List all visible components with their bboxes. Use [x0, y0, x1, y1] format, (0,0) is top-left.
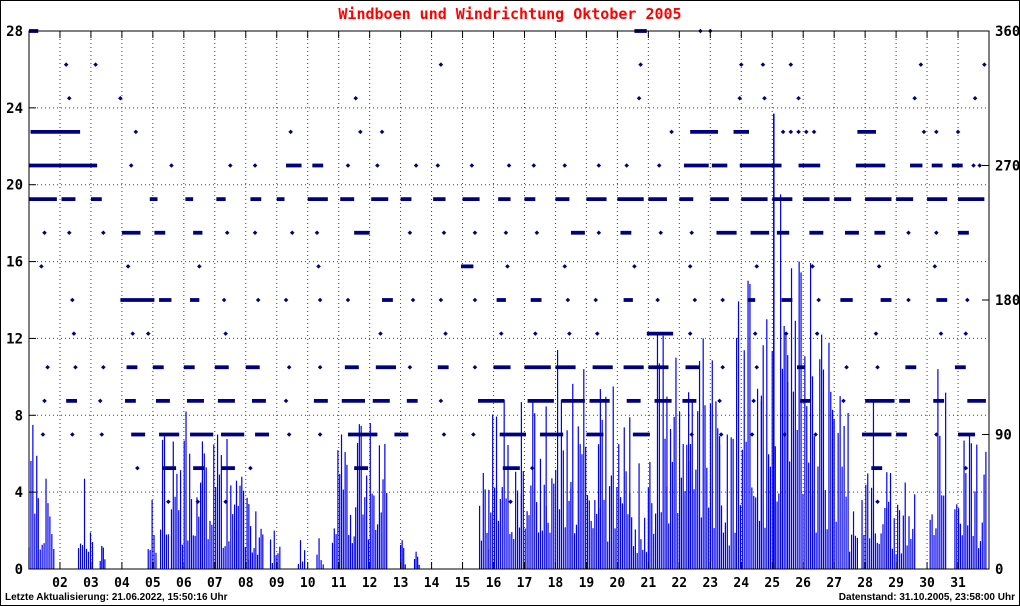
x-tick-label: 28 — [857, 576, 873, 591]
data-timestamp-text: Datenstand: 31.10.2005, 23:58:00 Uhr — [838, 592, 1015, 603]
y-left-tick-label: 12 — [6, 331, 23, 347]
x-tick-label: 29 — [888, 576, 904, 591]
x-tick-label: 13 — [393, 576, 409, 591]
x-tick-label: 10 — [300, 576, 316, 591]
x-tick-label: 23 — [702, 576, 718, 591]
y-left-tick-label: 20 — [6, 178, 23, 194]
x-tick-label: 16 — [486, 576, 502, 591]
x-tick-label: 30 — [919, 576, 935, 591]
x-tick-label: 07 — [207, 576, 223, 591]
y-right-tick-label: 360 — [995, 24, 1020, 40]
x-tick-label: 21 — [641, 576, 657, 591]
x-tick-label: 08 — [238, 576, 254, 591]
y-right-tick-label: 90 — [995, 428, 1012, 444]
x-tick-label: 06 — [176, 576, 192, 591]
x-tick-label: 22 — [671, 576, 687, 591]
chart-title: Windboen und Windrichtung Oktober 2005 — [338, 5, 682, 23]
y-right-tick-label: 270 — [995, 159, 1020, 175]
x-tick-label: 26 — [795, 576, 811, 591]
y-right-tick-label: 0 — [995, 562, 1003, 578]
y-left-tick-label: 8 — [15, 408, 23, 424]
x-tick-label: 18 — [548, 576, 564, 591]
x-tick-label: 17 — [517, 576, 533, 591]
x-tick-label: 03 — [83, 576, 99, 591]
y-left-tick-label: 4 — [15, 485, 23, 501]
x-tick-label: 25 — [764, 576, 780, 591]
x-tick-label: 20 — [610, 576, 626, 591]
y-right-tick-label: 180 — [995, 293, 1020, 309]
direction-points — [29, 28, 987, 505]
x-tick-label: 24 — [733, 576, 749, 591]
axes — [28, 30, 990, 570]
y-left-tick-label: 24 — [6, 101, 23, 117]
x-tick-label: 12 — [362, 576, 378, 591]
x-tick-label: 14 — [424, 576, 440, 591]
last-update-text: Letzte Aktualisierung: 21.06.2022, 15:50… — [5, 592, 228, 603]
y-left-tick-label: 0 — [15, 562, 23, 578]
x-tick-label: 31 — [950, 576, 966, 591]
x-tick-label: 15 — [455, 576, 471, 591]
y-left-tick-label: 28 — [6, 24, 23, 40]
x-tick-label: 04 — [114, 576, 130, 591]
y-left-tick-label: 16 — [6, 255, 23, 271]
x-tick-label: 05 — [145, 576, 161, 591]
x-tick-label: 02 — [52, 576, 68, 591]
x-tick-label: 19 — [579, 576, 595, 591]
x-tick-label: 09 — [269, 576, 285, 591]
x-tick-label: 27 — [826, 576, 842, 591]
x-tick-label: 11 — [331, 576, 347, 591]
gust-bars — [28, 113, 987, 569]
